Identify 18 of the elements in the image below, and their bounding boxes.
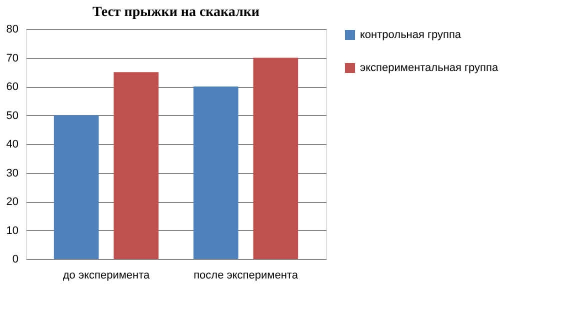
- x-tick-label: после эксперимента: [194, 270, 299, 282]
- x-tick-label: до эксперимента: [62, 270, 150, 282]
- y-tick-label: 10: [6, 224, 18, 237]
- y-tick-label: 0: [12, 254, 18, 266]
- bar: [193, 86, 238, 259]
- bar: [114, 72, 159, 259]
- legend-label: экспериментальная группа: [360, 62, 499, 74]
- y-tick-label: 30: [6, 167, 18, 180]
- y-tick-label: 60: [6, 81, 18, 93]
- chart-title: Тест прыжки на скакалки: [92, 5, 260, 20]
- y-tick-label: 40: [6, 138, 18, 150]
- y-tick-label: 20: [6, 196, 18, 208]
- bar: [253, 58, 298, 259]
- legend-label: контрольная группа: [360, 29, 462, 41]
- y-tick-label: 70: [6, 52, 18, 64]
- bar: [54, 115, 99, 259]
- y-tick-label: 50: [6, 110, 18, 122]
- y-tick-label: 80: [6, 24, 18, 36]
